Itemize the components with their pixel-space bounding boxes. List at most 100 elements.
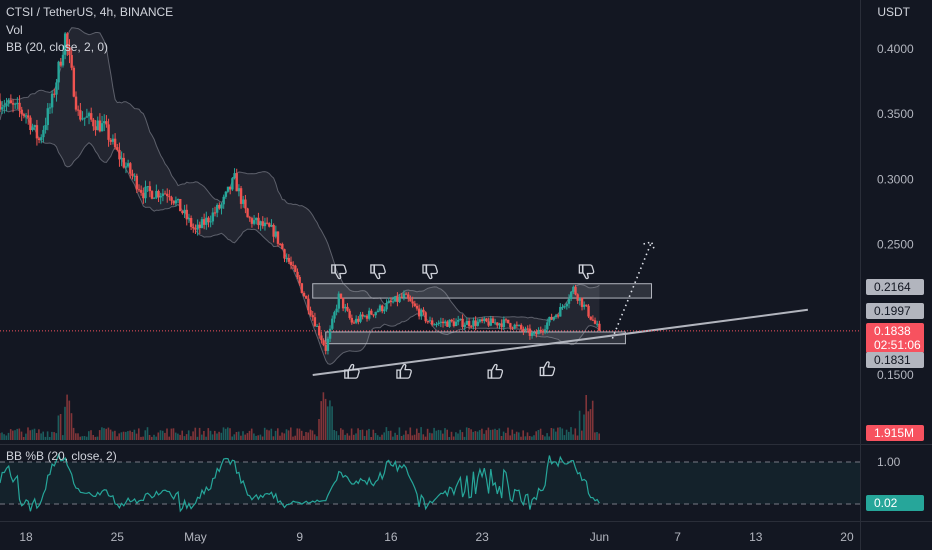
resistance-zone[interactable] <box>312 283 653 299</box>
candle <box>94 120 97 136</box>
volume-bar <box>513 433 516 440</box>
candle <box>189 215 193 231</box>
thumbs-down-icon[interactable] <box>578 264 595 280</box>
candle <box>126 159 130 168</box>
volume-bar <box>383 432 385 440</box>
candle <box>259 220 262 231</box>
candle <box>474 316 477 331</box>
volume-bar <box>400 436 403 440</box>
candle <box>506 319 510 324</box>
candle <box>428 316 432 322</box>
candle <box>3 99 6 114</box>
candle <box>61 45 65 68</box>
candle <box>565 302 569 310</box>
volume-bar <box>240 435 242 440</box>
volume-bar <box>507 427 509 440</box>
candle <box>11 99 15 113</box>
candle <box>463 322 466 331</box>
candle <box>124 162 128 174</box>
volume-bar <box>552 428 555 440</box>
candle <box>103 114 106 132</box>
volume-bar <box>324 398 327 440</box>
volume-bar <box>255 435 257 440</box>
volume-bar <box>42 431 44 440</box>
candle <box>150 190 154 200</box>
thumbs-up-icon[interactable] <box>396 363 412 379</box>
volume-bar <box>25 433 27 440</box>
trendline[interactable] <box>312 308 809 376</box>
candle <box>446 320 449 327</box>
volume-bar <box>46 431 49 440</box>
volume-bar <box>333 430 335 440</box>
date-tick-label: Jun <box>590 530 609 544</box>
thumbs-up-icon[interactable] <box>344 363 360 379</box>
candle <box>591 315 595 322</box>
candle <box>537 327 540 335</box>
thumbs-up-icon[interactable] <box>539 361 556 377</box>
volume-bar <box>40 433 42 440</box>
volume-bar <box>157 432 160 440</box>
candle <box>339 293 343 300</box>
volume-bar <box>181 430 183 440</box>
thumbs-up-icon[interactable] <box>487 363 504 379</box>
volume-bar <box>416 428 418 440</box>
candle <box>48 103 52 114</box>
volume-bar <box>409 427 412 440</box>
volume-bar <box>53 432 55 440</box>
volume-bar <box>94 436 97 440</box>
thumbs-down-icon[interactable] <box>331 264 347 280</box>
candle <box>515 321 519 329</box>
volume-bar <box>418 432 420 440</box>
volume-bar <box>496 430 498 440</box>
volume-bar <box>322 392 325 440</box>
volume-bar <box>242 431 244 440</box>
candle <box>29 115 32 135</box>
volume-bar <box>248 430 251 440</box>
volume-badge: 1.915M <box>866 425 924 441</box>
volume-bar <box>107 427 110 440</box>
candle <box>337 291 340 313</box>
volume-bar <box>429 432 431 440</box>
candle <box>550 313 553 321</box>
volume-bar <box>203 431 205 440</box>
volume-bar <box>307 432 309 440</box>
volume-bar <box>237 431 240 440</box>
candle <box>500 319 503 331</box>
volume-bar <box>300 430 303 440</box>
candle <box>543 325 547 335</box>
volume-bar <box>522 430 524 440</box>
volume-legend: Vol <box>6 23 23 37</box>
candle <box>404 292 408 295</box>
volume-bar <box>261 436 264 440</box>
candle <box>218 202 221 210</box>
thumbs-down-icon[interactable] <box>422 264 438 280</box>
candle <box>116 143 119 152</box>
candle <box>90 107 93 122</box>
volume-bar <box>274 430 277 440</box>
candle <box>237 184 241 197</box>
bollinger-band-fill <box>0 27 600 365</box>
candle <box>152 197 156 199</box>
volume-bar <box>140 436 142 440</box>
candle <box>239 185 243 209</box>
candle <box>467 318 471 330</box>
candle <box>5 97 8 112</box>
volume-bar <box>326 406 329 440</box>
candle <box>374 311 377 319</box>
candle <box>250 216 254 228</box>
volume-bar <box>159 430 162 440</box>
volume-bar <box>101 427 103 440</box>
thumbs-down-icon[interactable] <box>370 264 386 280</box>
candle <box>509 322 512 330</box>
volume-bar <box>174 432 177 440</box>
volume-bar <box>190 436 192 440</box>
volume-bar <box>57 415 60 440</box>
candle <box>181 210 184 215</box>
support-zone[interactable] <box>325 331 626 345</box>
volume-bar <box>533 435 535 440</box>
candle <box>59 57 63 67</box>
candle <box>489 316 493 327</box>
volume-bar <box>350 428 353 440</box>
candle <box>263 217 267 231</box>
